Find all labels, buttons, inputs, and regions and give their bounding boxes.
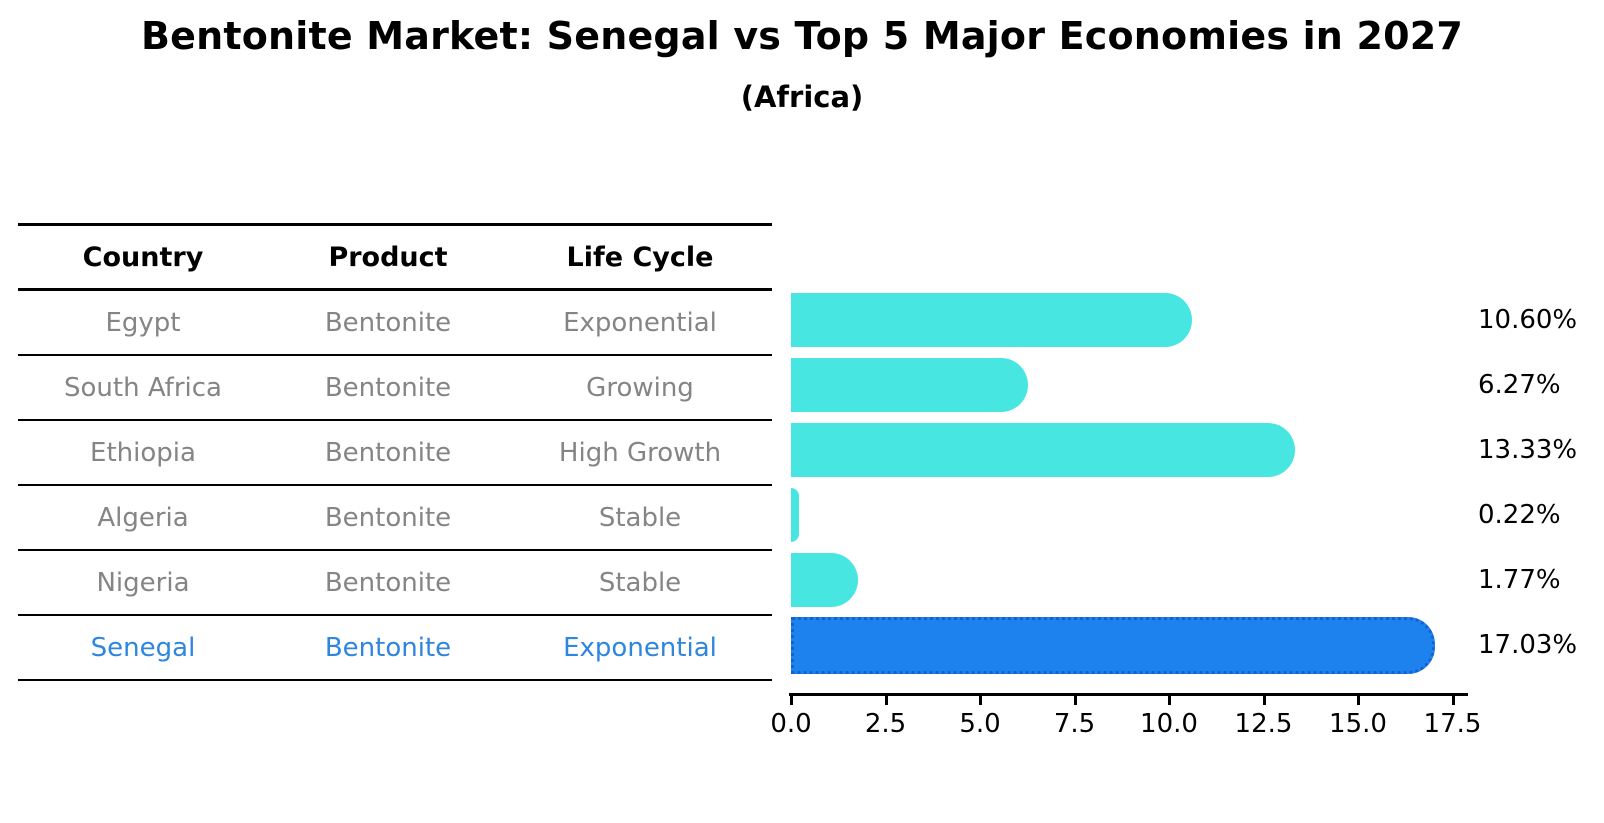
bar-algeria xyxy=(791,488,800,542)
value-label-nigeria: 1.77% xyxy=(1478,565,1561,595)
cell-lifecycle: Stable xyxy=(598,567,682,598)
bar-nigeria xyxy=(791,553,858,607)
chart-title: Bentonite Market: Senegal vs Top 5 Major… xyxy=(140,14,1464,58)
x-tick-label: 0.0 xyxy=(770,709,812,739)
cell-product: Bentonite xyxy=(324,502,452,533)
value-label-senegal: 17.03% xyxy=(1478,630,1578,660)
cell-lifecycle: Stable xyxy=(598,502,682,533)
table-row: Algeria Bentonite Stable xyxy=(18,486,772,551)
table-row: Egypt Bentonite Exponential xyxy=(18,291,772,356)
cell-product: Bentonite xyxy=(324,372,452,403)
x-tick-mark xyxy=(1073,696,1077,705)
table-body: Egypt Bentonite Exponential South Africa… xyxy=(18,291,772,681)
bar-row-egypt xyxy=(791,288,1491,353)
cell-product: Bentonite xyxy=(324,632,452,663)
x-tick-label: 12.5 xyxy=(1234,709,1293,739)
bar-senegal xyxy=(791,617,1435,674)
x-tick-mark xyxy=(1357,696,1360,705)
value-label-south-africa: 6.27% xyxy=(1478,370,1561,400)
value-label-ethiopia: 13.33% xyxy=(1478,435,1578,465)
bar-egypt xyxy=(791,293,1192,347)
bar-row-ethiopia xyxy=(791,418,1491,483)
table-header-row: Country Product Life Cycle xyxy=(18,226,772,291)
chart-subtitle: (Africa) xyxy=(740,80,864,114)
value-labels: 10.60% 6.27% 13.33% 0.22% 1.77% 17.03% xyxy=(1478,288,1577,678)
table-row: Ethiopia Bentonite High Growth xyxy=(18,421,772,486)
country-table: Country Product Life Cycle Egypt Bentoni… xyxy=(18,223,772,681)
x-axis-line xyxy=(789,693,1468,696)
value-label-algeria: 0.22% xyxy=(1478,500,1561,530)
cell-product: Bentonite xyxy=(324,567,452,598)
x-tick-label: 17.5 xyxy=(1423,709,1482,739)
x-tick-label: 5.0 xyxy=(959,709,1001,739)
cell-country: Algeria xyxy=(97,502,189,533)
x-tick-mark xyxy=(1168,696,1171,705)
cell-lifecycle: Growing xyxy=(586,372,694,403)
cell-product: Bentonite xyxy=(324,307,452,338)
bar-row-south-africa xyxy=(791,353,1491,418)
x-tick-label: 2.5 xyxy=(864,709,907,739)
cell-country: Senegal xyxy=(90,632,196,663)
table-row: Nigeria Bentonite Stable xyxy=(18,551,772,616)
cell-country: South Africa xyxy=(64,372,222,403)
column-header-product: Product xyxy=(328,241,448,273)
table-row: Senegal Bentonite Exponential xyxy=(18,616,772,681)
x-tick-mark xyxy=(790,696,793,705)
cell-lifecycle: High Growth xyxy=(558,437,722,468)
table-row: South Africa Bentonite Growing xyxy=(18,356,772,421)
column-header-lifecycle: Life Cycle xyxy=(566,241,714,273)
bar-row-senegal xyxy=(791,613,1491,678)
value-label-egypt: 10.60% xyxy=(1478,305,1578,335)
x-tick-mark xyxy=(1262,696,1266,705)
bar-row-nigeria xyxy=(791,548,1491,613)
cell-product: Bentonite xyxy=(324,437,452,468)
cell-country: Nigeria xyxy=(96,567,190,598)
x-tick-label: 10.0 xyxy=(1140,709,1198,739)
x-tick-mark xyxy=(979,696,982,705)
cell-lifecycle: Exponential xyxy=(563,632,717,663)
x-tick-mark xyxy=(1451,696,1455,705)
x-tick-label: 15.0 xyxy=(1329,709,1387,739)
cell-country: Egypt xyxy=(105,307,181,338)
cell-lifecycle: Exponential xyxy=(563,307,717,338)
cell-country: Ethiopia xyxy=(90,437,196,468)
bar-chart-area xyxy=(791,288,1491,678)
bar-south-africa xyxy=(791,358,1028,412)
bar-row-algeria xyxy=(791,483,1491,548)
x-tick-mark xyxy=(884,696,888,705)
x-tick-label: 7.5 xyxy=(1053,709,1096,739)
column-header-country: Country xyxy=(82,241,204,273)
x-axis-ticks: 0.0 2.5 5.0 7.5 10.0 12.5 15.0 17.5 xyxy=(770,696,1491,756)
bar-ethiopia xyxy=(791,423,1295,477)
